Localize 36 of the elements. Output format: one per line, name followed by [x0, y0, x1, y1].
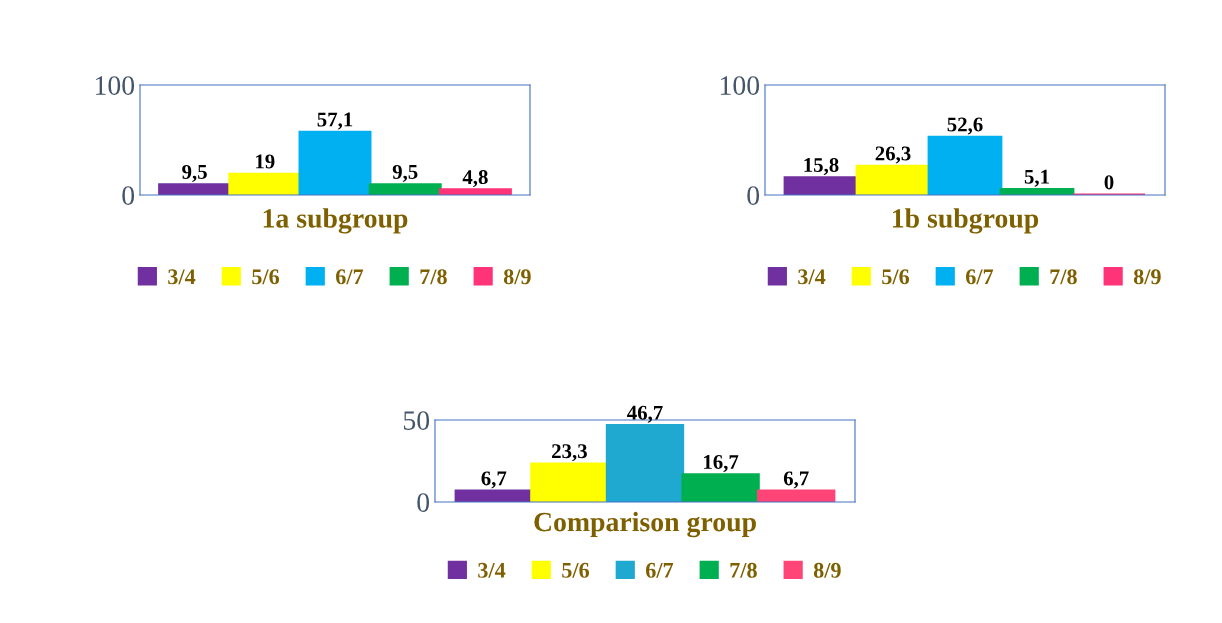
legend-label: 5/6: [562, 562, 590, 578]
y-tick-label: 50: [403, 411, 430, 430]
text: 1a subgroup: [263, 208, 408, 234]
data-label: 6,7: [481, 471, 507, 489]
legend-label: 3/4: [168, 269, 196, 285]
data-label: 9,5: [182, 164, 207, 182]
data-label: 23,3: [552, 444, 587, 462]
legend-label: 8/9: [1133, 269, 1161, 285]
data-label: 4,8: [462, 170, 488, 188]
legend-label: 8/9: [813, 562, 841, 578]
legend-label: 7/8: [420, 269, 447, 285]
legend-label: 8/9: [503, 269, 531, 285]
data-label: 0: [1104, 175, 1114, 190]
text: 1b subgroup: [892, 208, 1039, 234]
legend-label: 5/6: [252, 269, 280, 285]
legend-label: 6/7: [646, 562, 674, 578]
y-tick-label: 100: [95, 76, 135, 95]
data-label: 6,7: [783, 471, 809, 489]
data-label: 52,6: [947, 117, 983, 135]
data-label: 9,5: [392, 164, 418, 182]
data-label: 5,1: [1024, 169, 1049, 187]
legend-label: 3/4: [798, 269, 826, 285]
legend-label: 6/7: [336, 269, 364, 285]
data-label: 19: [256, 154, 275, 169]
data-label: 57,1: [317, 112, 353, 130]
y-tick-label: 100: [720, 76, 760, 95]
data-label: 16,7: [704, 454, 739, 473]
legend-label: 6/7: [966, 269, 994, 285]
legend-label: 7/8: [1050, 269, 1077, 285]
data-label: 46,7: [627, 405, 663, 423]
text: Comparison group: [534, 511, 756, 538]
data-label: 15,8: [804, 157, 839, 176]
legend-label: 7/8: [730, 562, 757, 578]
data-label: 26,3: [875, 146, 911, 164]
legend-label: 5/6: [882, 269, 910, 285]
legend-label: 3/4: [478, 562, 506, 578]
